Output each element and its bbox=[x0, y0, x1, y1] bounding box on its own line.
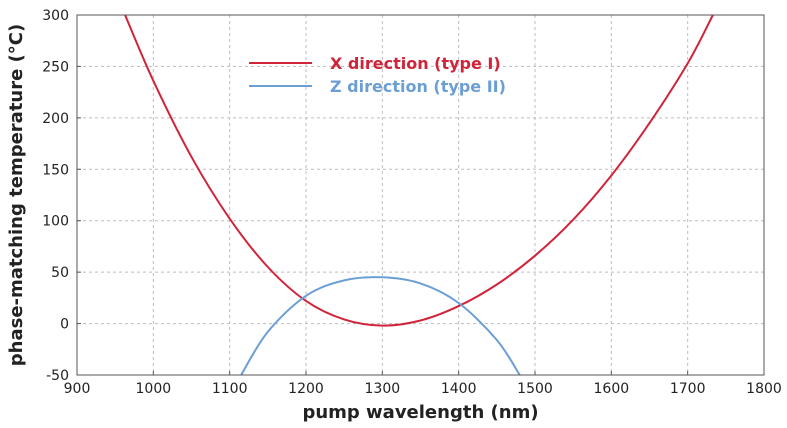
x-tick-label: 900 bbox=[64, 381, 91, 397]
x-tick-label: 1400 bbox=[441, 381, 477, 397]
x-tick-label: 1600 bbox=[594, 381, 630, 397]
y-tick-label: 200 bbox=[42, 111, 69, 127]
y-tick-label: 100 bbox=[42, 214, 69, 230]
y-tick-label: 300 bbox=[42, 8, 69, 24]
legend-label-x-direction: X direction (type I) bbox=[330, 54, 501, 73]
y-tick-label: 0 bbox=[60, 317, 69, 333]
legend: X direction (type I) Z direction (type II… bbox=[249, 54, 506, 96]
series-line-x-direction bbox=[124, 15, 714, 327]
y-tick-label: 150 bbox=[42, 162, 69, 178]
ticks: 900 1000 1100 1200 1300 1400 1500 1600 1700 1800-… bbox=[42, 8, 782, 397]
x-tick-label: 1000 bbox=[136, 381, 172, 397]
x-tick-label: 1700 bbox=[670, 381, 706, 397]
x-tick-label: 1800 bbox=[746, 381, 782, 397]
series-layer bbox=[124, 15, 714, 375]
x-axis-label: pump wavelength (nm) bbox=[302, 402, 538, 423]
y-axis-label: phase-matching temperature (°C) bbox=[6, 24, 27, 366]
x-tick-label: 1300 bbox=[365, 381, 401, 397]
x-tick-label: 1200 bbox=[288, 381, 324, 397]
x-tick-label: 1100 bbox=[212, 381, 248, 397]
y-tick-label: -50 bbox=[46, 368, 69, 384]
series-line-z-direction bbox=[240, 276, 521, 375]
x-tick-label: 1500 bbox=[517, 381, 553, 397]
legend-label-z-direction: Z direction (type II) bbox=[330, 77, 506, 96]
plot-frame bbox=[76, 14, 765, 376]
grid bbox=[77, 15, 764, 375]
y-tick-label: 50 bbox=[51, 265, 69, 281]
y-tick-label: 250 bbox=[42, 59, 69, 75]
